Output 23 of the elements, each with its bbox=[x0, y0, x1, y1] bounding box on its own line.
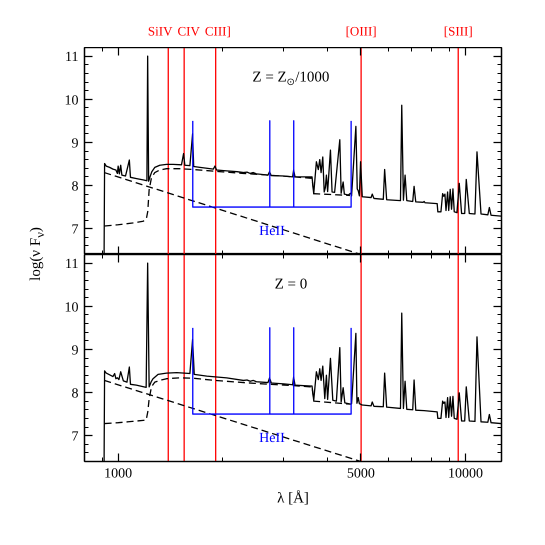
x-tick-label: 1000 bbox=[104, 466, 132, 482]
y-tick-label: 11 bbox=[65, 50, 79, 66]
y-tick-label: 10 bbox=[64, 300, 78, 316]
ref-line-label: [OIII] bbox=[346, 24, 377, 38]
y-tick-label: 7 bbox=[72, 222, 78, 238]
x-tick-label: 5000 bbox=[346, 466, 375, 482]
y-tick-label: 8 bbox=[72, 180, 78, 194]
annotation: Z = 0 bbox=[274, 276, 308, 293]
series-label: HeII bbox=[259, 224, 286, 240]
y-tick-label: 7 bbox=[72, 430, 78, 445]
ref-line-label: [SIII] bbox=[444, 24, 473, 38]
x-tick-label: 10000 bbox=[448, 466, 483, 482]
y-tick-label: 10 bbox=[64, 93, 78, 108]
ref-line-label: CIII] bbox=[204, 24, 231, 38]
x-axis-title: λ [Å] bbox=[277, 490, 309, 506]
ref-line-label: SiIV bbox=[148, 24, 174, 38]
y-tick-label: 8 bbox=[72, 386, 78, 402]
y-tick-label: 11 bbox=[65, 257, 79, 272]
ref-line-label: CIV bbox=[177, 24, 200, 38]
y-tick-label: 9 bbox=[72, 136, 78, 152]
y-tick-label: 9 bbox=[72, 343, 78, 358]
annotation: Z = Z⊙/1000 bbox=[252, 70, 330, 88]
series-label: HeII bbox=[259, 431, 286, 446]
